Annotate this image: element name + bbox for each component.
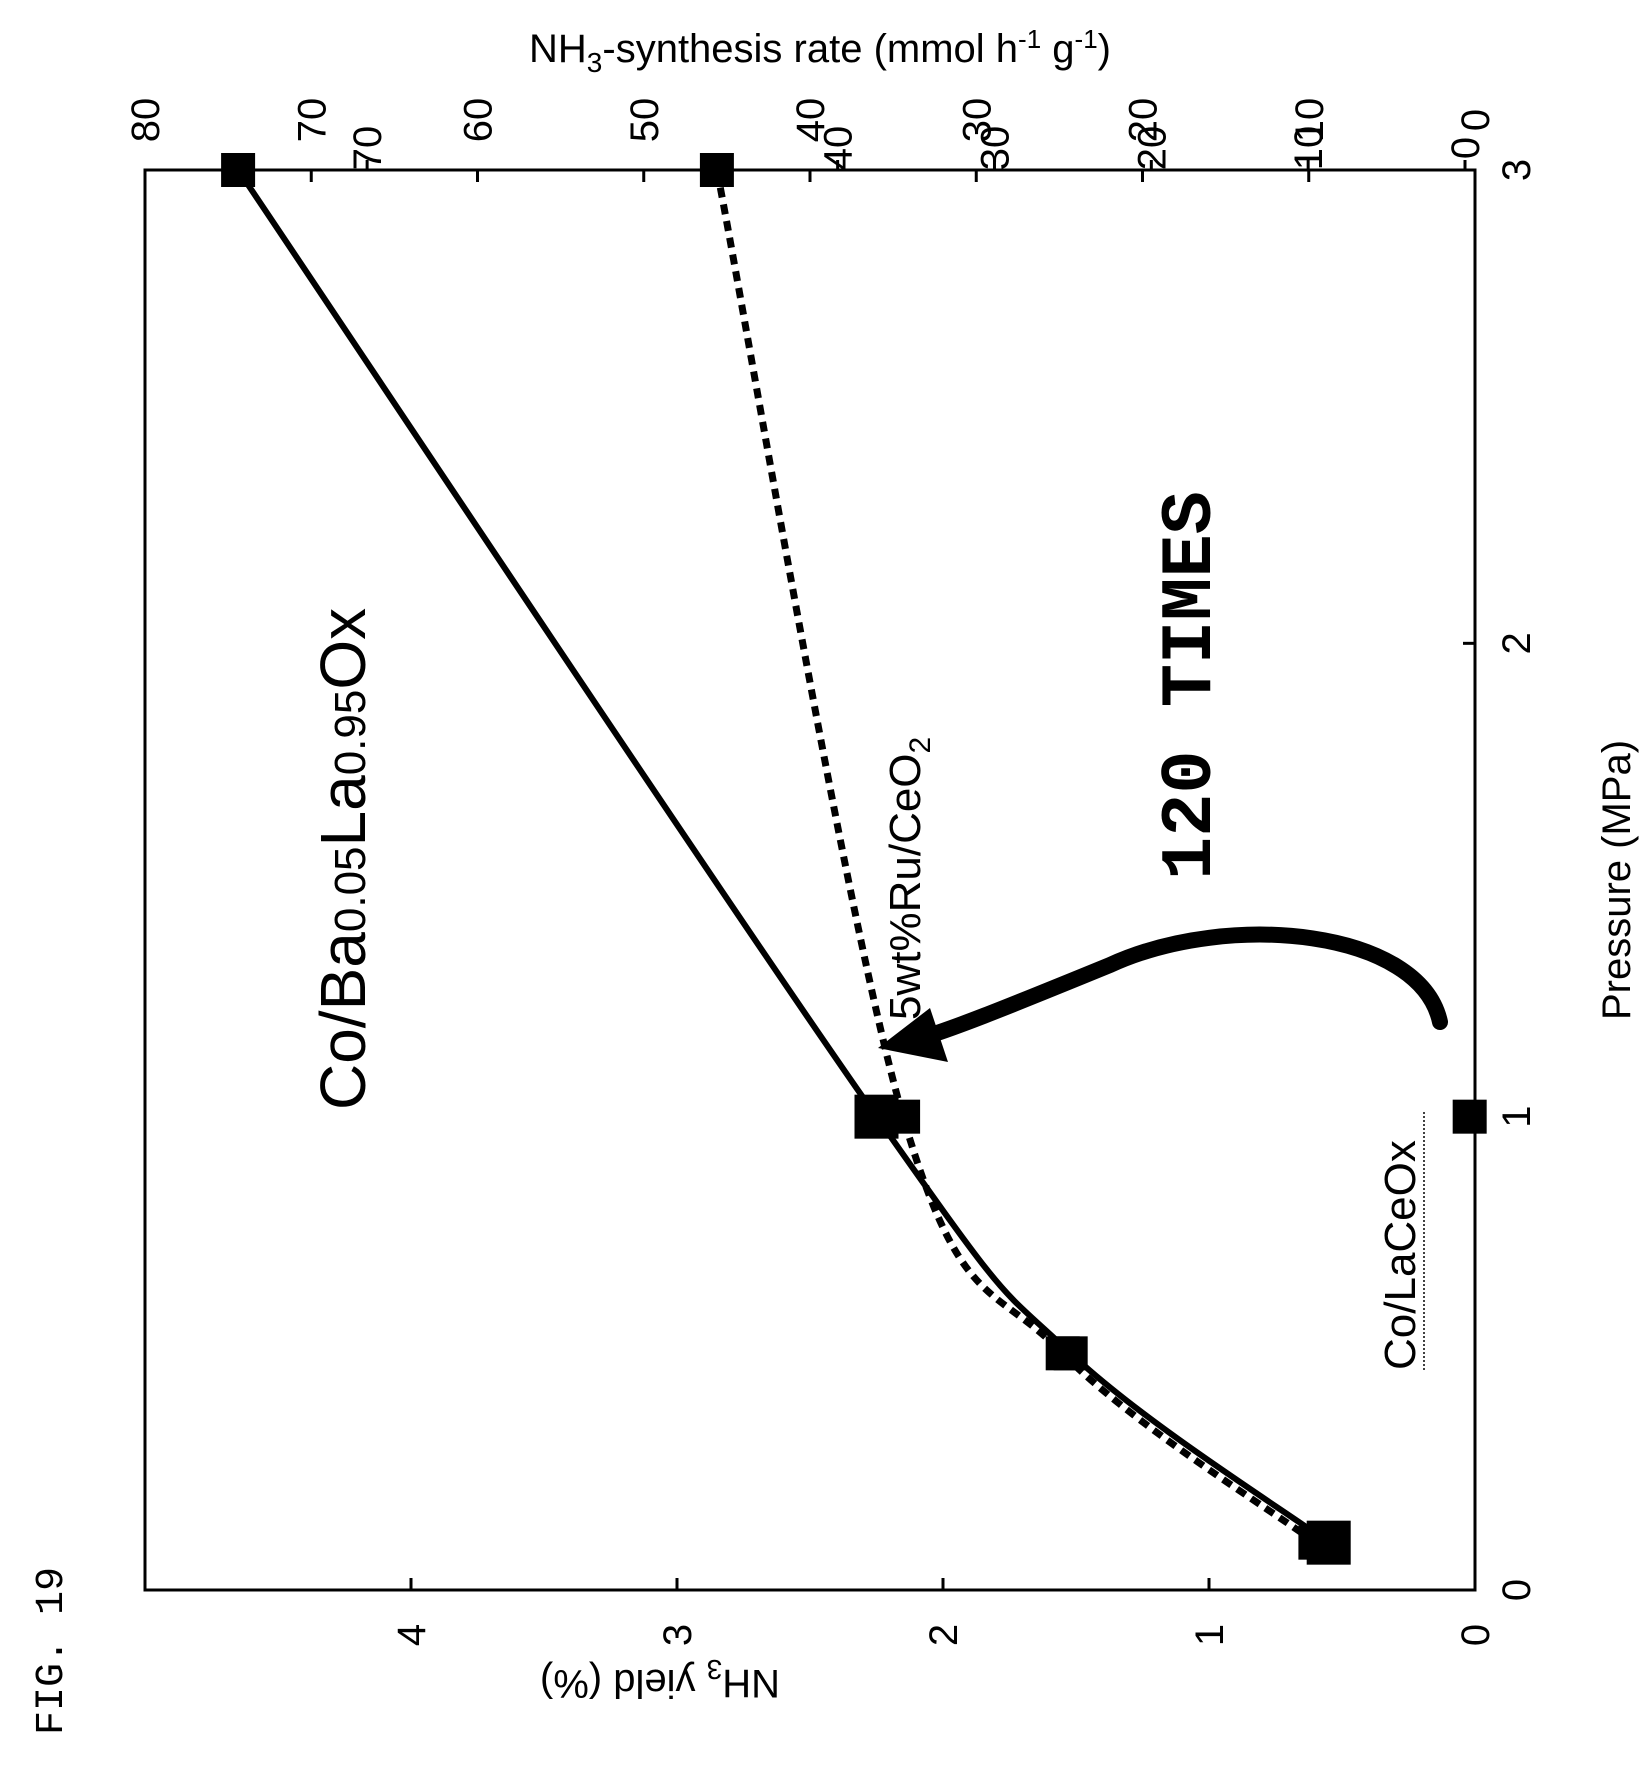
comparison-arrow	[907, 926, 1448, 1048]
y-left-tick-label: 3	[656, 1624, 700, 1646]
x-tick-label: 0	[1495, 1579, 1539, 1601]
x-tick-label: 1	[1495, 1106, 1539, 1128]
y-right-tick-label: 80	[124, 98, 168, 143]
series-line-1	[713, 169, 1318, 1546]
y-right-inner-tick-label: 20	[1130, 126, 1174, 171]
y-right-label: NH3-synthesis rate (mmol h-1 g-1)	[529, 24, 1111, 78]
x-tick-label: 2	[1495, 632, 1539, 654]
series-2-marker	[1452, 1099, 1487, 1134]
series-label-ru-ceo2: 5wt%Ru/CeO2	[881, 737, 937, 1020]
y-right-inner-tick-label: 30	[973, 126, 1017, 171]
y-left-label: NH3 yield (%)	[540, 1654, 780, 1705]
y-right-tick-label: 0	[1454, 109, 1498, 131]
x-tick-label: 3	[1495, 159, 1539, 181]
y-right-tick-label: 60	[457, 98, 501, 143]
y-right-inner-tick-label: 40	[817, 126, 861, 171]
annotation-120-times: 120 TIMES	[1150, 491, 1232, 880]
series-0-marker	[221, 153, 256, 187]
comparison-arrowhead	[878, 1008, 948, 1062]
series-1-marker	[699, 153, 734, 187]
y-right-tick-label: 10	[1288, 98, 1332, 143]
y-right-tick-label: 20	[1122, 98, 1166, 143]
y-right-inner-tick-label: 70	[346, 126, 390, 171]
figure-label: FIG. 19	[30, 1567, 75, 1735]
series-label-co-ba-la: Co/Ba0.05La0.95Ox	[307, 608, 379, 1110]
y-left-tick-label: 1	[1188, 1624, 1232, 1646]
y-right-tick-label: 70	[290, 98, 334, 143]
y-left-tick-label: 4	[390, 1624, 434, 1646]
y-right-tick-label: 40	[789, 98, 833, 143]
series-label-co-laceox: Co/LaCeOx	[1376, 1140, 1425, 1370]
y-right-tick-label: 50	[623, 98, 667, 143]
series-line-0	[235, 168, 1331, 1546]
x-axis-label: Pressure (MPa)	[1595, 740, 1639, 1020]
y-left-tick-label: 0	[1454, 1624, 1498, 1646]
y-left-tick-label: 2	[922, 1624, 966, 1646]
y-right-inner-tick-label: 0	[1444, 137, 1488, 159]
series-1-marker	[886, 1099, 921, 1134]
y-right-inner-tick-label: 10	[1287, 126, 1331, 171]
series-1-marker	[1045, 1336, 1080, 1371]
series-1-marker	[1298, 1525, 1333, 1560]
y-right-tick-label: 30	[955, 98, 999, 143]
